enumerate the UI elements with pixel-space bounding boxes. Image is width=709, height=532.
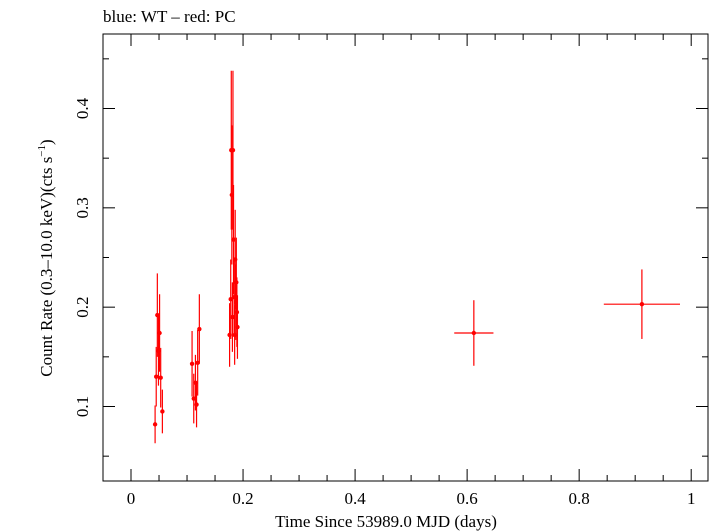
data-point	[230, 314, 235, 320]
data-point	[158, 375, 163, 380]
data-point	[189, 361, 195, 366]
y-axis-label-sup: −1	[36, 145, 48, 157]
data-point	[639, 301, 645, 307]
data-point	[235, 324, 240, 330]
data-point	[195, 360, 200, 365]
y-tick-label: 0.3	[73, 197, 92, 218]
data-point	[234, 280, 239, 285]
x-tick-label: 1	[687, 489, 696, 508]
data-point	[154, 374, 159, 379]
data-point	[233, 257, 238, 262]
y-tick-label: 0.2	[73, 297, 92, 318]
axis-ticks	[102, 34, 708, 481]
x-tick-label: 0.6	[456, 489, 477, 508]
x-tick-label: 0.4	[344, 489, 366, 508]
x-tick-label: 0.8	[569, 489, 590, 508]
data-point	[234, 309, 240, 315]
data-point	[157, 330, 162, 336]
data-points	[152, 148, 645, 427]
data-point	[191, 396, 196, 401]
data-point	[155, 312, 160, 318]
y-axis-label-main: Count Rate (0.3–10.0 keV)(cts s	[37, 157, 56, 377]
data-point	[152, 422, 158, 427]
data-point	[230, 148, 236, 153]
data-point	[197, 326, 202, 332]
x-tick-label: 0.2	[232, 489, 253, 508]
y-tick-label: 0.1	[73, 396, 92, 417]
data-point	[229, 192, 235, 198]
data-point	[233, 300, 238, 305]
data-point	[193, 380, 198, 385]
data-point	[228, 297, 233, 302]
y-tick-label: 0.4	[73, 97, 92, 119]
x-axis-label: Time Since 53989.0 MJD (days)	[275, 512, 497, 531]
data-point	[156, 348, 161, 354]
data-point	[471, 330, 477, 336]
y-axis-label: Count Rate (0.3–10.0 keV)(cts s−1)	[36, 139, 56, 376]
data-point	[231, 295, 237, 300]
data-point	[160, 409, 165, 414]
x-tick-label: 0	[127, 489, 136, 508]
data-point	[227, 332, 232, 338]
data-point	[194, 402, 199, 407]
chart-title: blue: WT – red: PC	[103, 7, 236, 26]
data-point	[231, 237, 236, 242]
y-axis-label-end: )	[37, 139, 56, 145]
error-bars	[154, 70, 680, 444]
tick-labels: 0 0.2 0.4 0.6 0.8 1 0.1 0.2 0.3 0.4	[73, 97, 695, 508]
data-point	[232, 332, 237, 338]
